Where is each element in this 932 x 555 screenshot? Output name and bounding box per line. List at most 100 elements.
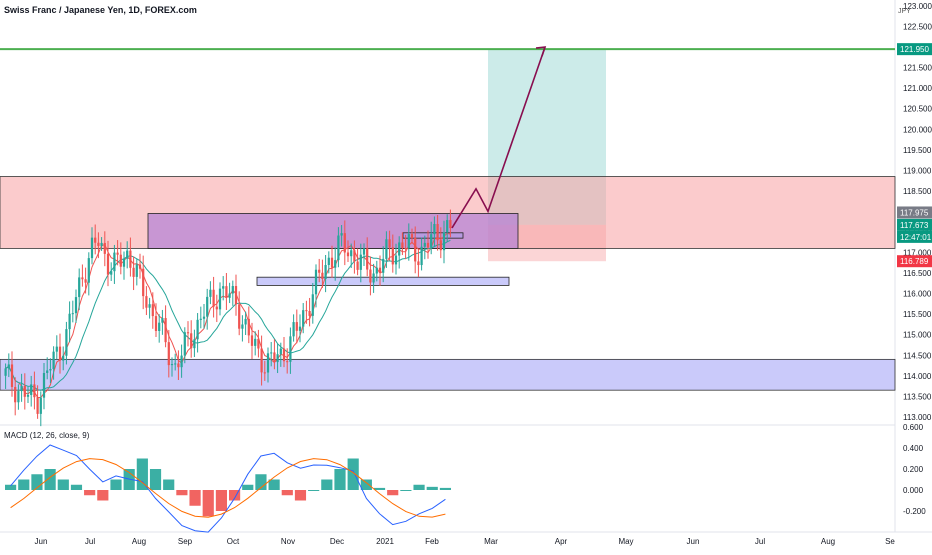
price-tick-label: 121.500 bbox=[903, 64, 932, 73]
macd-histogram-bar bbox=[268, 479, 280, 490]
time-tick-label: Oct bbox=[227, 537, 240, 546]
candles bbox=[4, 209, 452, 427]
candle-body bbox=[81, 277, 84, 280]
candle-body bbox=[49, 368, 52, 371]
candle-body bbox=[20, 385, 23, 392]
macd-histogram-bar bbox=[242, 484, 254, 490]
candle-body bbox=[161, 318, 164, 323]
price-tick-label: 120.500 bbox=[903, 105, 932, 114]
macd-histogram-bar bbox=[176, 490, 188, 496]
candle-body bbox=[225, 286, 228, 298]
candle-body bbox=[241, 324, 244, 329]
macd-histogram-bar bbox=[97, 490, 109, 501]
time-tick-label: Se bbox=[885, 537, 895, 546]
candle-body bbox=[199, 318, 202, 320]
candle-body bbox=[282, 348, 286, 362]
candle-body bbox=[122, 258, 126, 267]
candle-body bbox=[202, 316, 206, 319]
macd-title: MACD (12, 26, close, 9) bbox=[4, 431, 90, 440]
candle-body bbox=[132, 267, 135, 277]
candle-body bbox=[55, 346, 58, 352]
time-tick-label: Jun bbox=[687, 537, 700, 546]
price-tag-label-level1: 117.975 bbox=[900, 208, 929, 217]
candle-body bbox=[359, 254, 362, 270]
price-tick-label: 121.000 bbox=[903, 84, 932, 93]
candle-body bbox=[151, 304, 154, 317]
candle-body bbox=[414, 237, 417, 262]
candle-body bbox=[257, 338, 260, 349]
candle-body bbox=[158, 322, 161, 331]
time-tick-label: May bbox=[618, 537, 633, 546]
candle-body bbox=[135, 264, 138, 277]
price-tag-level1 bbox=[897, 206, 932, 219]
time-tick-label: Jul bbox=[755, 537, 765, 546]
price-tick-label: 122.500 bbox=[903, 23, 932, 32]
candle-body bbox=[302, 310, 305, 327]
candle-body bbox=[10, 364, 14, 387]
macd-histogram-bar bbox=[189, 490, 201, 506]
macd-histogram-bar bbox=[44, 469, 56, 490]
candle-body bbox=[420, 246, 423, 266]
macd-histogram-bar bbox=[347, 458, 359, 490]
macd-histogram-bar bbox=[149, 469, 162, 490]
candle-body bbox=[289, 336, 292, 362]
price-tick-label: 118.500 bbox=[903, 187, 932, 196]
price-tag-countdown bbox=[897, 230, 932, 243]
candle-body bbox=[318, 269, 321, 273]
macd-histogram-bar bbox=[202, 490, 214, 517]
candle-body bbox=[7, 364, 10, 369]
candle-body bbox=[218, 288, 222, 310]
zone-resistance_box bbox=[147, 213, 519, 249]
candle-body bbox=[228, 293, 231, 298]
macd-histogram-bar bbox=[84, 490, 96, 496]
candle-body bbox=[398, 242, 401, 256]
candle-body bbox=[97, 242, 100, 246]
candle-body bbox=[39, 397, 42, 414]
candle-body bbox=[404, 248, 407, 250]
price-tick-label: 114.500 bbox=[903, 351, 932, 360]
candle-body bbox=[42, 372, 46, 398]
candle-body bbox=[23, 385, 26, 397]
candle-body bbox=[311, 294, 314, 316]
candle-body bbox=[74, 297, 78, 314]
time-tick-label: Feb bbox=[425, 537, 439, 546]
macd-tick-label: 0.200 bbox=[903, 465, 924, 474]
candle-body bbox=[324, 264, 327, 279]
candle-body bbox=[286, 361, 289, 363]
candle-body bbox=[164, 318, 167, 343]
candle-body bbox=[436, 223, 439, 241]
candle-body bbox=[17, 391, 20, 403]
macd-histogram-bar bbox=[400, 490, 412, 491]
candle-body bbox=[446, 220, 449, 233]
candle-body bbox=[327, 257, 330, 265]
candle-body bbox=[94, 237, 97, 243]
macd-histogram-bar bbox=[439, 487, 451, 490]
price-tag-stop bbox=[897, 255, 932, 268]
candle-body bbox=[244, 318, 247, 325]
macd-histogram-bar bbox=[70, 484, 83, 490]
price-tag-label-stop: 116.789 bbox=[900, 257, 929, 266]
time-tick-label: Jun bbox=[35, 537, 48, 546]
candle-body bbox=[62, 355, 65, 361]
macd-histogram-bar bbox=[229, 490, 241, 501]
signal-line bbox=[10, 458, 446, 518]
candle-body bbox=[247, 318, 250, 336]
price-tick-label: 115.500 bbox=[903, 310, 932, 319]
projection-path bbox=[451, 46, 546, 229]
candle-body bbox=[186, 332, 190, 334]
projection bbox=[451, 46, 547, 229]
candle-body bbox=[65, 329, 68, 356]
candle-body bbox=[222, 286, 225, 289]
candle-body bbox=[273, 352, 276, 363]
candle-body bbox=[68, 313, 71, 330]
time-tick-label: Nov bbox=[281, 537, 295, 546]
time-tick-label: Sep bbox=[178, 537, 193, 546]
macd-histogram-bar bbox=[5, 484, 17, 490]
candle-body bbox=[100, 242, 103, 246]
macd-histogram-bar bbox=[334, 469, 346, 490]
candle-body bbox=[234, 286, 238, 305]
candle-body bbox=[254, 338, 257, 346]
candle-body bbox=[119, 254, 122, 267]
